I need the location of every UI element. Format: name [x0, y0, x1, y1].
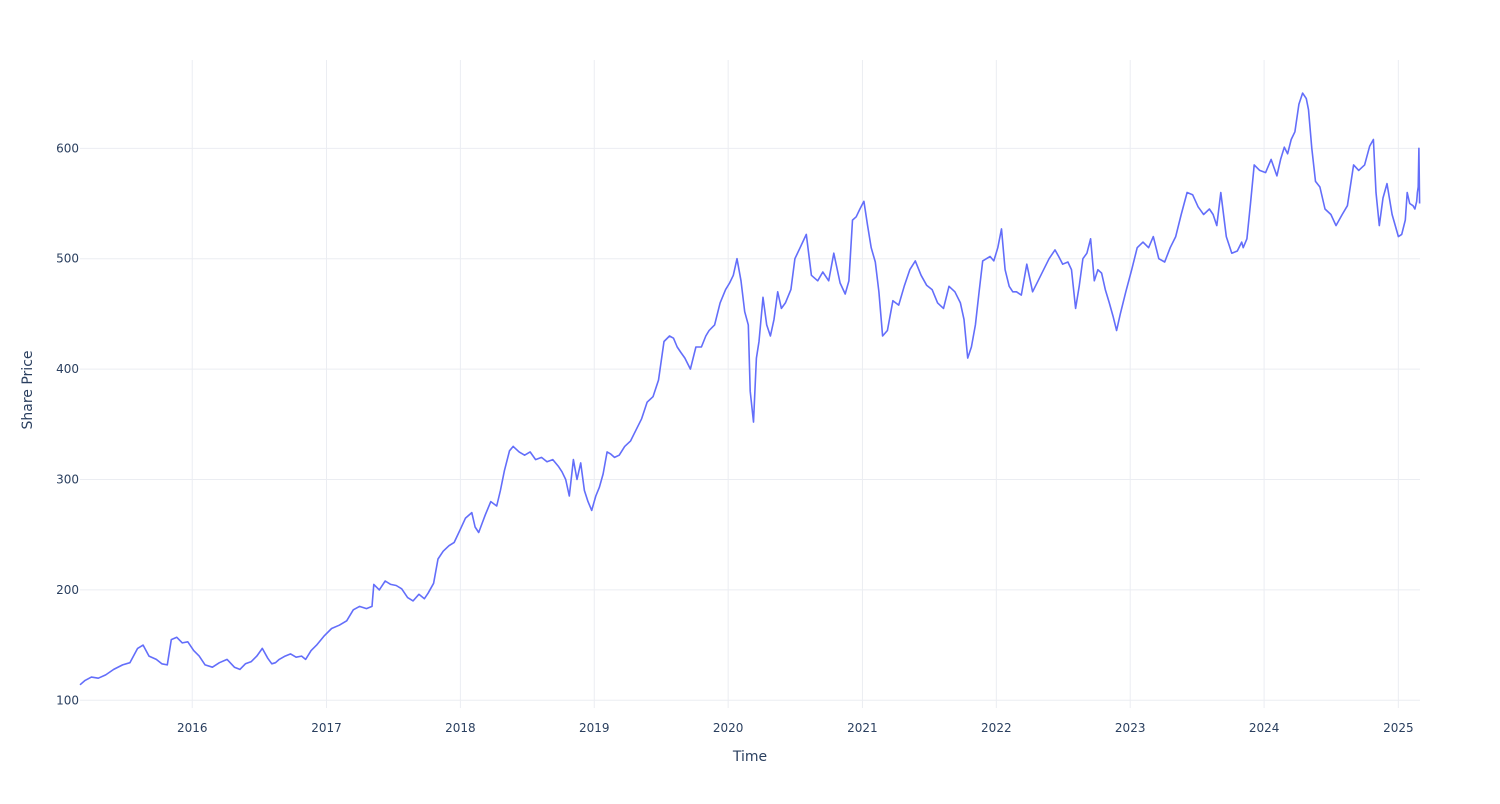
x-tick-label: 2016: [177, 721, 208, 735]
x-tick-label: 2019: [579, 721, 610, 735]
x-tick-label: 2024: [1249, 721, 1280, 735]
x-gridlines: [191, 60, 1399, 708]
x-tick-label: 2022: [981, 721, 1012, 735]
y-tick-labels: 100 200 300 400 500 600: [56, 141, 79, 707]
x-tick-label: 2023: [1115, 721, 1146, 735]
y-tick-label: 300: [56, 472, 79, 486]
x-tick-label: 2025: [1383, 721, 1414, 735]
x-tick-labels: 2016 2017 2018 2019 2020 2021 2022 2023 2024 2025: [177, 721, 1414, 735]
y-tick-label: 500: [56, 252, 79, 266]
y-tick-label: 400: [56, 362, 79, 376]
y-tick-label: 200: [56, 583, 79, 597]
y-axis-title: Share Price: [20, 350, 36, 429]
share-price-line: [79, 92, 1421, 686]
x-tick-label: 2020: [713, 721, 744, 735]
y-tick-label: 100: [56, 693, 79, 707]
x-tick-label: 2021: [847, 721, 878, 735]
x-axis-title: Time: [732, 749, 767, 765]
series-layer: [79, 92, 1421, 686]
x-tick-label: 2018: [445, 721, 476, 735]
y-tick-label: 600: [56, 141, 79, 155]
x-tick-label: 2017: [311, 721, 342, 735]
y-gridlines: [80, 147, 1420, 701]
